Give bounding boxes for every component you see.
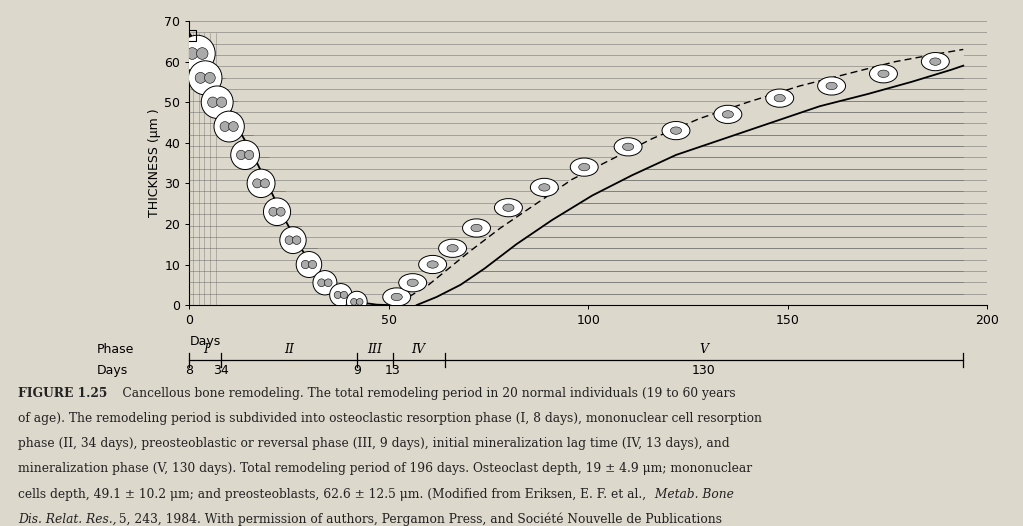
Circle shape <box>356 298 363 305</box>
Circle shape <box>244 150 254 159</box>
Ellipse shape <box>439 239 466 257</box>
Text: 8: 8 <box>185 365 193 377</box>
Circle shape <box>269 207 277 216</box>
Ellipse shape <box>530 178 559 197</box>
Ellipse shape <box>539 184 550 191</box>
Bar <box>186 31 196 41</box>
Circle shape <box>253 179 262 188</box>
Ellipse shape <box>391 294 402 301</box>
Circle shape <box>228 122 238 132</box>
Circle shape <box>205 73 215 83</box>
Y-axis label: THICKNESS (μm ): THICKNESS (μm ) <box>148 109 162 217</box>
Circle shape <box>347 291 367 312</box>
Text: mineralization phase (V, 130 days). Total remodeling period of 196 days. Osteocl: mineralization phase (V, 130 days). Tota… <box>18 462 753 476</box>
Circle shape <box>309 260 316 269</box>
Ellipse shape <box>447 245 458 252</box>
Circle shape <box>276 207 285 216</box>
Text: I: I <box>203 343 208 356</box>
Ellipse shape <box>930 58 941 65</box>
Ellipse shape <box>670 127 681 134</box>
Circle shape <box>297 251 321 278</box>
Ellipse shape <box>722 110 733 118</box>
Ellipse shape <box>662 122 690 140</box>
Text: 13: 13 <box>385 365 401 377</box>
Ellipse shape <box>407 279 418 287</box>
Text: phase (II, 34 days), preosteoblastic or reversal phase (III, 9 days), initial mi: phase (II, 34 days), preosteoblastic or … <box>18 437 730 450</box>
Circle shape <box>261 179 269 188</box>
Text: Phase: Phase <box>97 343 135 356</box>
Text: 9: 9 <box>353 365 361 377</box>
Polygon shape <box>189 33 389 305</box>
Ellipse shape <box>774 95 786 102</box>
Ellipse shape <box>817 77 846 95</box>
Circle shape <box>196 48 208 59</box>
Ellipse shape <box>427 261 438 268</box>
Ellipse shape <box>399 274 427 292</box>
Circle shape <box>236 150 246 159</box>
Text: FIGURE 1.25: FIGURE 1.25 <box>18 387 107 400</box>
Circle shape <box>293 236 301 245</box>
Ellipse shape <box>826 82 837 89</box>
Circle shape <box>313 270 337 295</box>
Ellipse shape <box>471 224 482 231</box>
Ellipse shape <box>878 70 889 77</box>
Ellipse shape <box>418 256 447 274</box>
Circle shape <box>231 140 260 169</box>
Circle shape <box>280 227 306 254</box>
Circle shape <box>202 86 233 118</box>
Circle shape <box>329 284 352 306</box>
Circle shape <box>285 236 294 245</box>
Text: Metab. Bone: Metab. Bone <box>651 488 733 501</box>
Circle shape <box>208 97 218 107</box>
Text: Cancellous bone remodeling. The total remodeling period in 20 normal individuals: Cancellous bone remodeling. The total re… <box>107 387 736 400</box>
Text: 130: 130 <box>692 365 716 377</box>
Text: II: II <box>284 343 294 356</box>
Ellipse shape <box>614 138 642 156</box>
Ellipse shape <box>623 143 633 150</box>
Text: Days: Days <box>97 365 129 377</box>
Text: Days: Days <box>189 335 221 348</box>
Text: 34: 34 <box>214 365 229 377</box>
Circle shape <box>248 169 275 198</box>
Circle shape <box>351 298 357 305</box>
Text: cells depth, 49.1 ± 10.2 μm; and preosteoblasts, 62.6 ± 12.5 μm. (Modified from : cells depth, 49.1 ± 10.2 μm; and preoste… <box>18 488 647 501</box>
Ellipse shape <box>503 204 514 211</box>
Circle shape <box>220 122 230 132</box>
Text: III: III <box>367 343 383 356</box>
Circle shape <box>264 198 291 226</box>
Circle shape <box>188 61 222 95</box>
Polygon shape <box>389 49 964 305</box>
Circle shape <box>195 73 206 83</box>
Text: 5, 243, 1984. With permission of authors, Pergamon Press, and Société Nouvelle d: 5, 243, 1984. With permission of authors… <box>115 513 721 526</box>
Text: of age). The remodeling period is subdivided into osteoclastic resorption phase : of age). The remodeling period is subdiv… <box>18 412 762 425</box>
Circle shape <box>335 291 342 299</box>
Circle shape <box>186 48 198 59</box>
Circle shape <box>324 279 332 287</box>
Text: V: V <box>700 343 708 356</box>
Ellipse shape <box>570 158 598 176</box>
Circle shape <box>341 291 348 299</box>
Circle shape <box>302 260 309 269</box>
Ellipse shape <box>494 199 523 217</box>
Ellipse shape <box>714 105 742 124</box>
Ellipse shape <box>766 89 794 107</box>
Circle shape <box>214 111 244 142</box>
Ellipse shape <box>870 65 897 83</box>
Ellipse shape <box>922 53 949 70</box>
Circle shape <box>318 279 325 287</box>
Ellipse shape <box>579 164 590 171</box>
Circle shape <box>217 97 227 107</box>
Ellipse shape <box>383 288 410 306</box>
Ellipse shape <box>462 219 490 237</box>
Circle shape <box>179 35 215 72</box>
Text: IV: IV <box>411 343 426 356</box>
Text: Dis. Relat. Res.,: Dis. Relat. Res., <box>18 513 117 526</box>
